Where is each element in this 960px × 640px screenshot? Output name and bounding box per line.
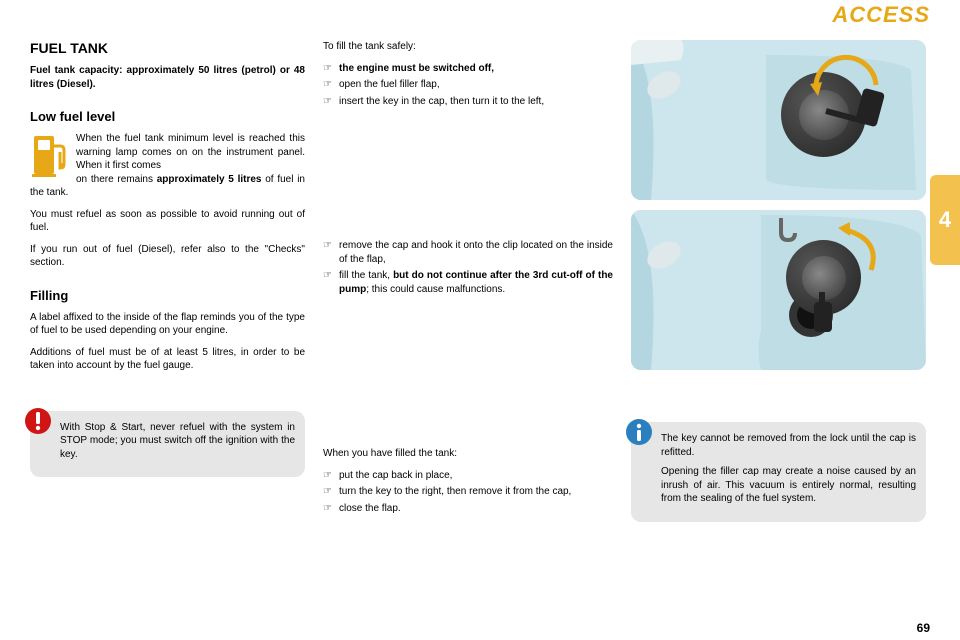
fill-steps-mid: ☞remove the cap and hook it onto the cli… — [323, 239, 613, 299]
step-close-flap: ☞close the flap. — [323, 502, 613, 516]
image-key-turn-left — [631, 40, 926, 200]
step-text: open the fuel filler flap, — [339, 78, 613, 92]
column-right: The key cannot be removed from the lock … — [631, 40, 926, 615]
warning-body: With Stop & Start, never refuel with the… — [60, 421, 295, 462]
diesel-checks-text: If you run out of fuel (Diesel), refer a… — [30, 243, 305, 270]
step-fill-tank: ☞fill the tank, but do not continue afte… — [323, 269, 613, 296]
warning-icon — [24, 407, 52, 435]
low-fuel-block: When the fuel tank minimum level is reac… — [30, 132, 305, 208]
step-pre: fill the tank, — [339, 270, 393, 281]
min-addition-text: Additions of fuel must be of at least 5 … — [30, 346, 305, 373]
step-text: fill the tank, but do not continue after… — [339, 269, 613, 296]
page-header: ACCESS — [0, 0, 960, 30]
step-post: ; this could cause malfunctions. — [366, 284, 505, 295]
column-middle: To fill the tank safely: ☞the engine mus… — [323, 40, 613, 615]
step-cap-back: ☞put the cap back in place, — [323, 469, 613, 483]
refuel-soon-text: You must refuel as soon as possible to a… — [30, 208, 305, 235]
step-text: close the flap. — [339, 502, 613, 516]
step-text: insert the key in the cap, then turn it … — [339, 95, 613, 109]
fill-steps-bottom: ☞put the cap back in place, ☞turn the ke… — [323, 469, 613, 519]
warning-box: With Stop & Start, never refuel with the… — [30, 411, 305, 478]
page-number: 69 — [917, 621, 930, 635]
info-line-2: Opening the filler cap may create a nois… — [661, 465, 916, 506]
heading-fuel-tank: FUEL TANK — [30, 40, 305, 56]
fill-steps-top: ☞the engine must be switched off, ☞open … — [323, 62, 613, 112]
info-text: The key cannot be removed from the lock … — [661, 432, 916, 512]
step-remove-cap: ☞remove the cap and hook it onto the cli… — [323, 239, 613, 266]
manual-page: ACCESS 4 FUEL TANK Fuel tank capacity: a… — [0, 0, 960, 640]
filled-intro: When you have filled the tank: — [323, 447, 613, 461]
capacity-text: Fuel tank capacity: approximately 50 lit… — [30, 64, 305, 91]
content-area: FUEL TANK Fuel tank capacity: approximat… — [30, 40, 930, 615]
step-insert-key: ☞insert the key in the cap, then turn it… — [323, 95, 613, 109]
column-left: FUEL TANK Fuel tank capacity: approximat… — [30, 40, 305, 615]
low-fuel-bold: approximately 5 litres — [157, 174, 262, 185]
step-engine-off: ☞the engine must be switched off, — [323, 62, 613, 76]
low-fuel-text-a: When the fuel tank minimum level is reac… — [30, 132, 305, 173]
fill-intro: To fill the tank safely: — [323, 40, 613, 54]
warning-text: With Stop & Start, never refuel with the… — [60, 421, 295, 468]
turn-arrow-icon — [806, 60, 886, 105]
low-fuel-pre: on there remains — [76, 174, 157, 185]
heading-filling: Filling — [30, 288, 305, 303]
info-icon — [625, 418, 653, 446]
key-blade — [819, 292, 825, 308]
heading-low-fuel: Low fuel level — [30, 109, 305, 124]
step-text: turn the key to the right, then remove i… — [339, 485, 613, 499]
header-title: ACCESS — [0, 0, 930, 30]
step-turn-right: ☞turn the key to the right, then remove … — [323, 485, 613, 499]
label-reminder-text: A label affixed to the inside of the fla… — [30, 311, 305, 338]
low-fuel-text-b: on there remains approximately 5 litres … — [30, 173, 305, 200]
fuel-pump-icon — [30, 132, 70, 178]
section-tab: 4 — [930, 175, 960, 265]
step-text: put the cap back in place, — [339, 469, 613, 483]
info-line-1: The key cannot be removed from the lock … — [661, 432, 916, 459]
step-text: the engine must be switched off, — [339, 62, 613, 76]
info-box: The key cannot be removed from the lock … — [631, 422, 926, 522]
image-cap-hooked — [631, 210, 926, 370]
section-number: 4 — [939, 207, 951, 232]
step-open-flap: ☞open the fuel filler flap, — [323, 78, 613, 92]
hook-arrow-icon — [836, 220, 886, 285]
step-text: remove the cap and hook it onto the clip… — [339, 239, 613, 266]
